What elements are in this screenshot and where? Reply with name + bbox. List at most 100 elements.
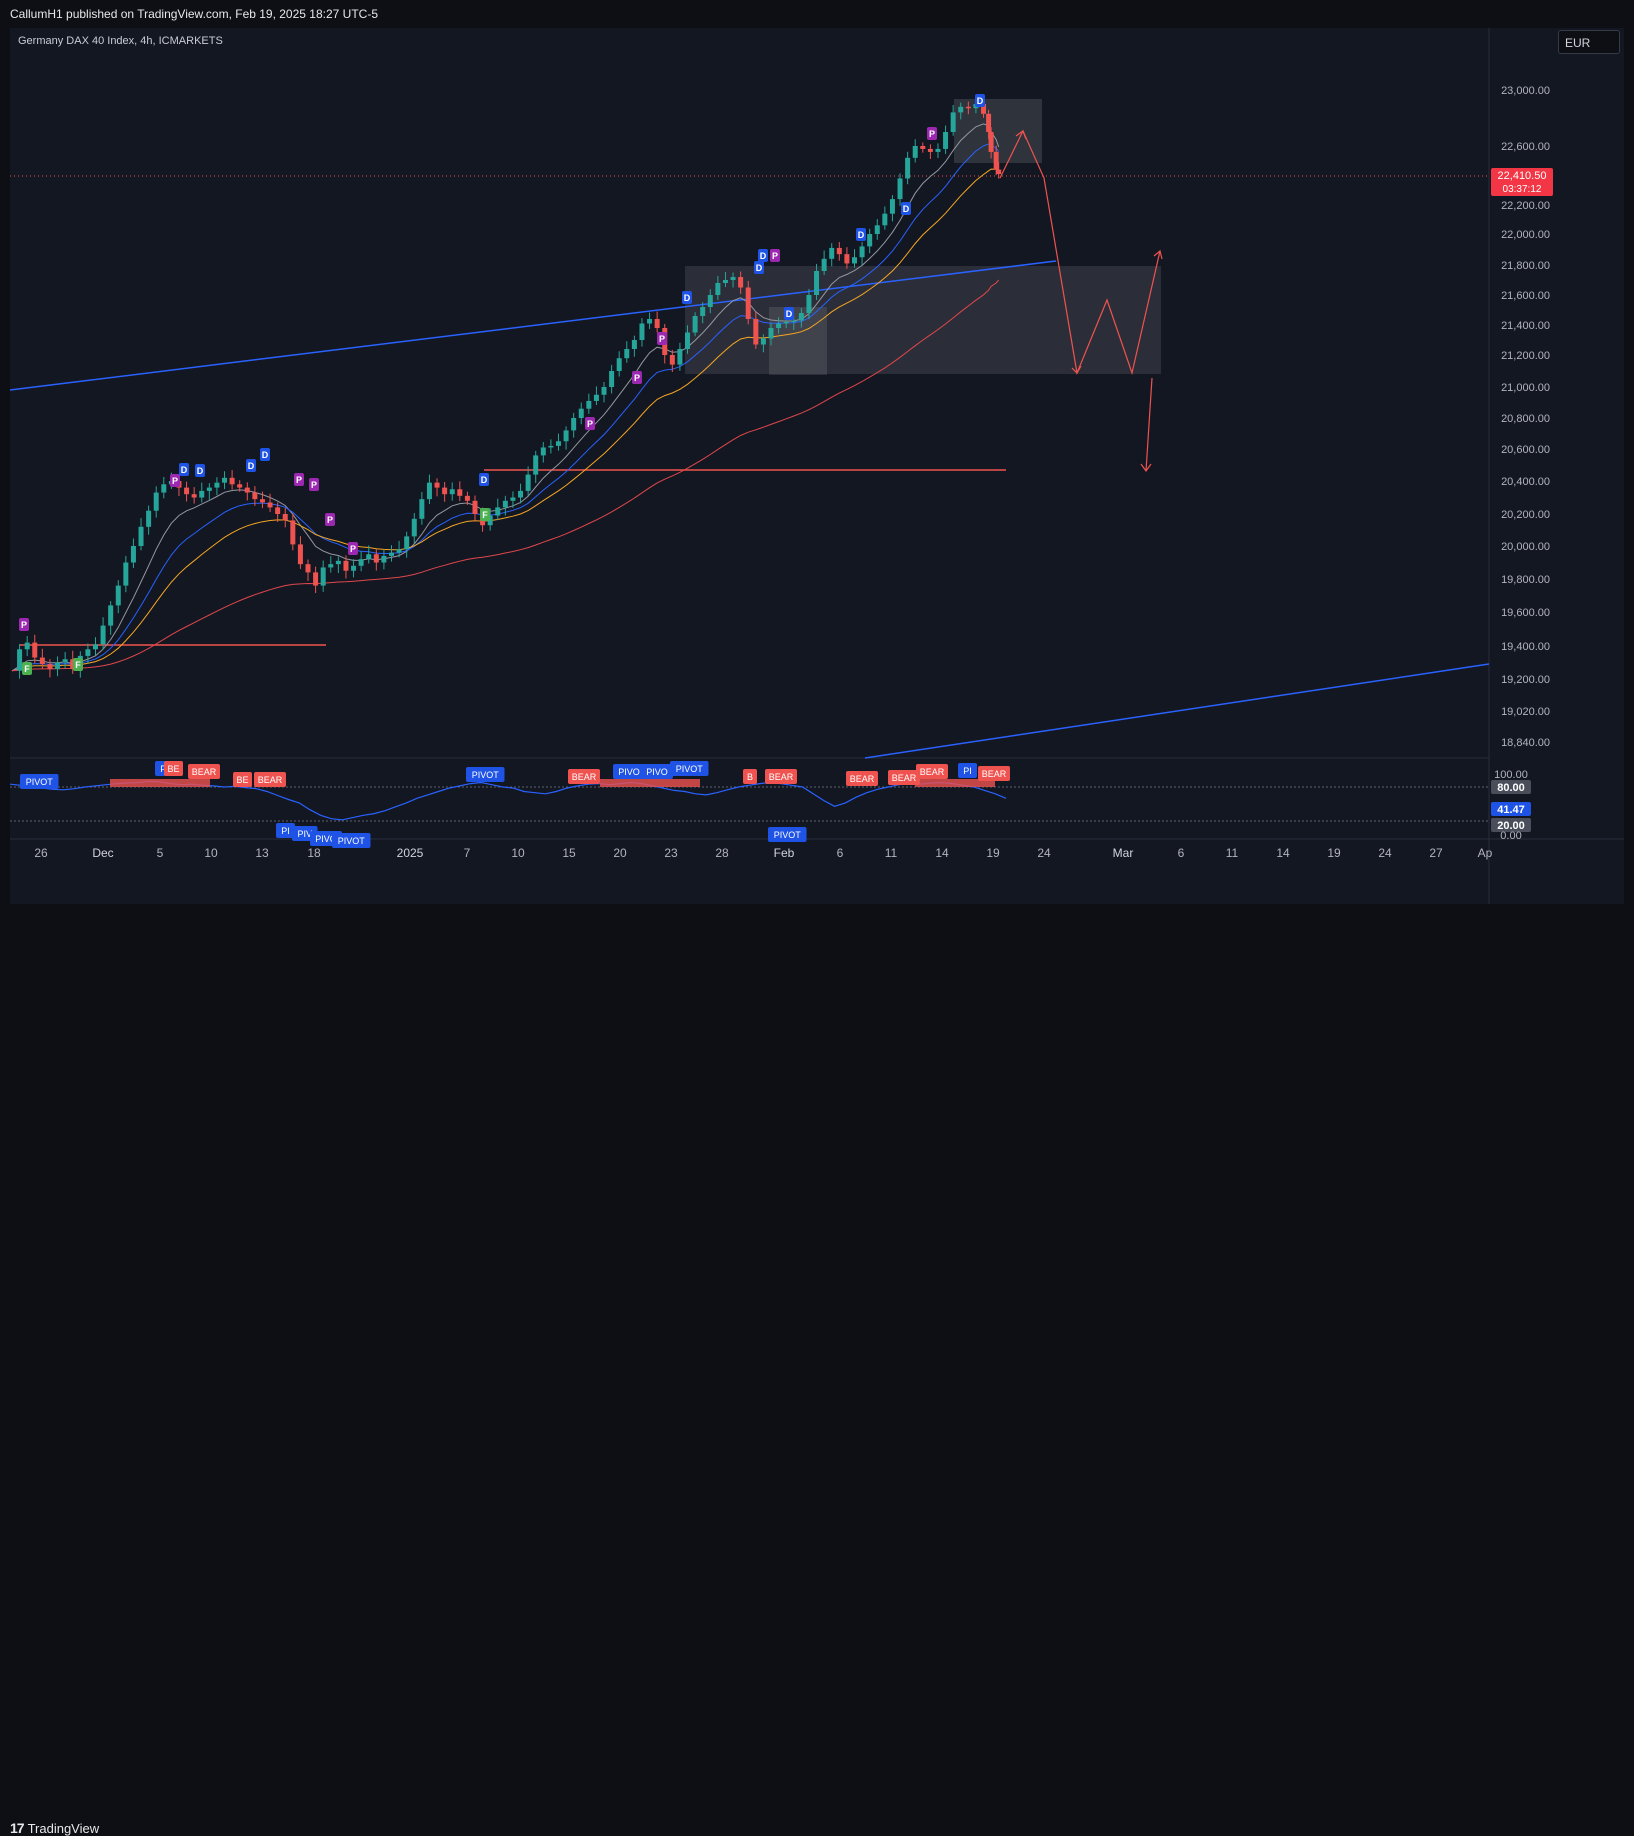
chart-area[interactable]: 23,000.00 22,600.00 22,200.00 22,000.00 21,8… [9,28,1624,904]
candle-body [905,157,911,179]
time-tick-label: 26 [34,846,48,860]
signal-badge [195,464,205,477]
signal-badge-text: D [903,204,910,214]
oscillator-badge [743,769,757,784]
signal-badge-text: P [172,476,178,486]
chart-svg[interactable]: 23,000.00 22,600.00 22,200.00 22,000.00 21,8… [9,28,1624,904]
oscillator-badge [978,766,1010,781]
time-axis[interactable]: 26 Dec 5 10 13 18 2025 7 10 15 20 23 28 Feb 6 11 14 19 24 M… [34,846,1492,860]
oscillator-badge-text: PIVO [618,767,640,777]
time-tick-label: 27 [1429,846,1443,860]
candle-body [760,338,766,345]
signal-badge [309,478,319,491]
candle-body [161,484,167,493]
candle-body [47,664,53,670]
price-tick-label: 20,000.00 [1501,541,1550,553]
candle-body [191,494,197,498]
signal-badge-text: F [75,660,81,670]
oscillator-badge-text: BEAR [572,772,597,782]
candle-body [806,295,812,313]
candle-body [867,234,873,247]
candle-body [115,585,121,606]
candle-body [457,489,463,496]
oscillator-badge-text: PIVO [646,767,668,777]
candle-body [487,515,493,526]
upper-trendline[interactable] [9,260,1057,391]
price-tick-label: 19,200.00 [1501,674,1550,686]
overbought-fill [600,779,700,787]
oscillator-badge-text: BEAR [192,767,217,777]
signal-badge [260,448,270,461]
lower-trendline[interactable] [864,663,1490,759]
candle-body [889,199,895,214]
time-tick-label: 2025 [397,846,424,860]
oscillator-badge-text: PIVOT [774,830,802,840]
candle-body [981,104,987,114]
oscillator-badge-text: B [747,772,753,782]
signal-badge [179,463,189,476]
candle-body [986,113,992,132]
candle-body [707,295,713,307]
oscillator-badge-text: PIVO [315,834,337,844]
signal-badge [657,332,667,345]
signal-badge [585,417,595,430]
zone-demand[interactable] [685,266,1161,374]
candle-body [206,487,212,491]
candle-body [404,536,410,550]
signal-badge [754,261,764,274]
zone-inner[interactable] [769,307,827,375]
candle-body [442,487,448,495]
oscillator-badge-text: BEAR [258,775,283,785]
candle-body [571,418,577,431]
signal-badge [479,473,489,486]
candle-body [123,562,129,586]
candle-body [753,319,759,345]
price-tick-label: 23,000.00 [1501,85,1550,97]
candle-body [396,549,402,553]
candle-body [988,132,994,152]
candle-body [85,649,91,656]
candle-body [92,644,98,650]
symbol-title[interactable]: Germany DAX 40 Index, 4h, ICMARKETS [18,35,223,47]
oscillator-badge-text: BEAR [892,773,917,783]
candle-body [677,349,683,365]
signal-badge-text: D [481,475,488,485]
candle-body [912,146,918,158]
oscillator-badge-text: BEAR [920,767,945,777]
signal-badge-text: D [977,96,984,106]
signal-badge-text: P [311,480,317,490]
candle-body [943,132,949,149]
candle-body [692,316,698,333]
signal-badge [758,249,768,262]
time-tick-label: 14 [935,846,949,860]
oscillator-badge-text: BE [167,764,179,774]
signal-badge-text: P [296,475,302,485]
signal-badge-text: D [197,466,204,476]
candle-body [252,492,258,500]
oscillator-badge-text: PIVOT [676,764,704,774]
signal-badge-text: D [786,309,793,319]
time-tick-label: Dec [92,846,113,860]
oscillator-badge [641,764,673,779]
signal-badge-text: D [248,461,255,471]
currency-selector[interactable]: EUR [1558,30,1620,54]
tradingview-brand[interactable]: 17 TradingView [10,1820,99,1836]
candle-body [533,455,539,475]
candle-body [586,400,592,409]
candle-body [70,659,76,670]
oscillator-badge [613,764,645,779]
price-axis[interactable]: 23,000.00 22,600.00 22,200.00 22,000.00 21,8… [1501,85,1550,749]
time-tick-label: 24 [1378,846,1392,860]
time-tick-label: Feb [774,846,795,860]
footer: 17 TradingView [0,905,1634,1836]
candle-body [776,323,782,328]
signal-badge [325,513,335,526]
candle-body [859,246,865,258]
signal-badge-text: F [482,510,488,520]
candle-body [836,247,842,255]
signal-badge-text: D [858,230,865,240]
publish-info: CallumH1 published on TradingView.com, F… [10,7,378,21]
projection-down-path[interactable] [1145,377,1153,472]
osc-level-label: 80.00 [1497,782,1525,794]
candle-body [419,499,425,519]
